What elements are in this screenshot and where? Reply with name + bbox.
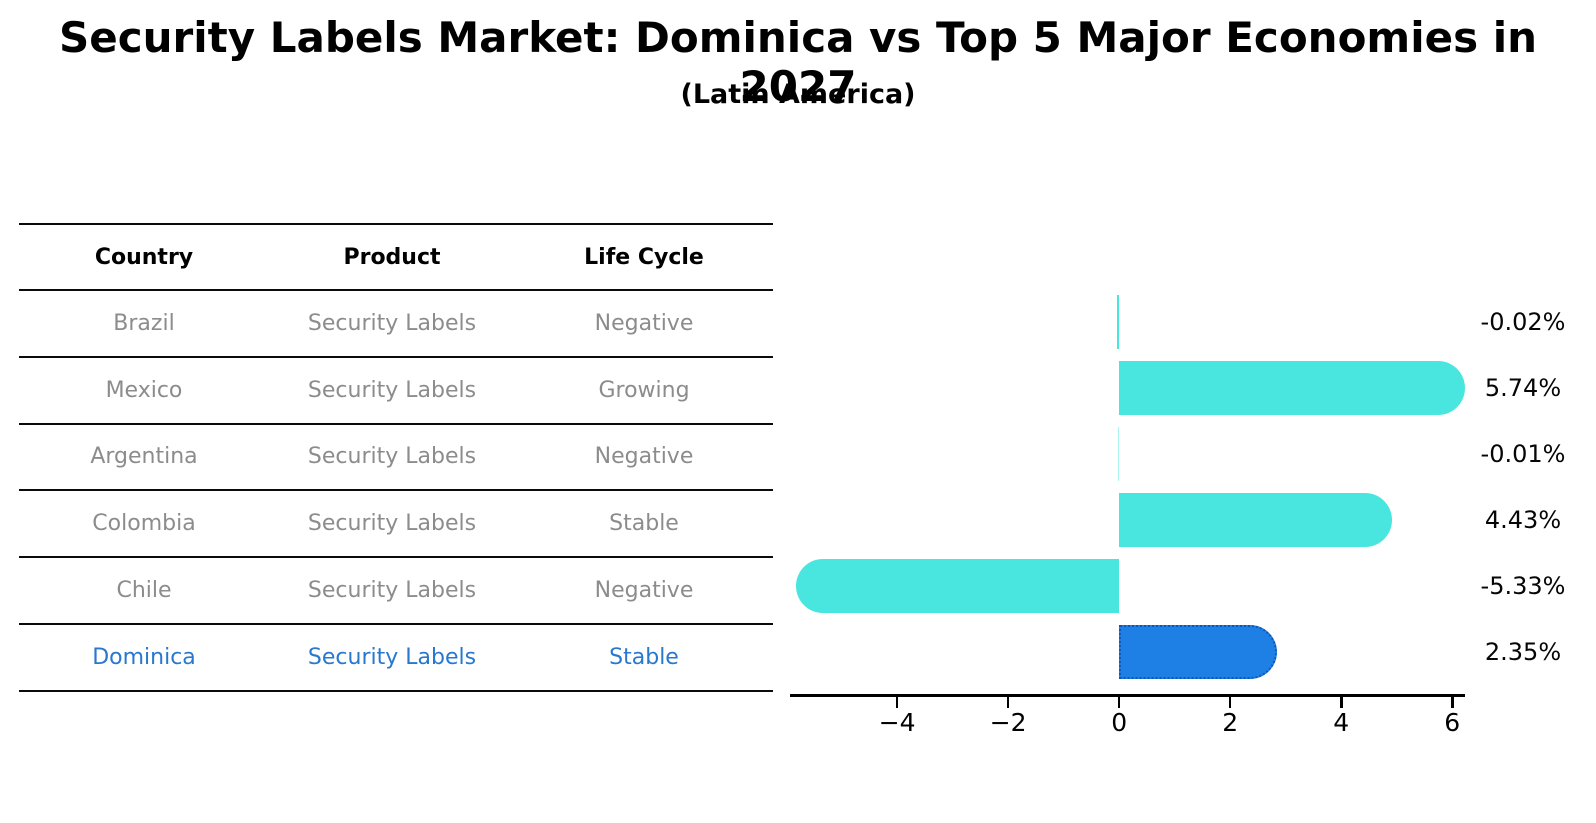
- page-subtitle: (Latin America): [680, 79, 916, 110]
- comparison-table: Country Product Life Cycle Brazil Security L…: [19, 223, 773, 692]
- table-header-row: Country Product Life Cycle: [19, 225, 773, 291]
- bar-brazil: [1117, 295, 1120, 349]
- cell-country: Argentina: [90, 444, 198, 470]
- value-label-brazil: -0.02%: [1480, 308, 1566, 336]
- cell-country: Mexico: [105, 377, 183, 403]
- x-axis-tick-label: −4: [878, 708, 916, 737]
- table-row-argentina: Argentina Security Labels Negative: [19, 425, 773, 492]
- cell-life_cycle: Growing: [598, 377, 690, 403]
- page-title: Security Labels Market: Dominica vs Top …: [59, 13, 1537, 111]
- table-header-life_cycle: Life Cycle: [584, 244, 704, 270]
- x-axis-tick: [895, 697, 899, 708]
- value-label-argentina: -0.01%: [1480, 440, 1566, 468]
- value-label-dominica: 2.35%: [1484, 638, 1562, 666]
- x-axis-line: [790, 694, 1465, 697]
- cell-country: Chile: [116, 578, 172, 604]
- x-axis-tick-label: 0: [1111, 708, 1128, 737]
- cell-country: Colombia: [92, 511, 196, 537]
- x-axis-tick-label: 6: [1444, 708, 1461, 737]
- bar-dominica: [1119, 625, 1277, 679]
- cell-life_cycle: Stable: [609, 511, 679, 537]
- table-row-colombia: Colombia Security Labels Stable: [19, 491, 773, 559]
- value-label-mexico: 5.74%: [1484, 374, 1562, 402]
- x-axis-tick: [1006, 697, 1010, 708]
- x-axis-tick-label: 4: [1333, 708, 1350, 737]
- table-row-chile: Chile Security Labels Negative: [19, 558, 773, 625]
- x-axis-tick: [1117, 697, 1121, 708]
- cell-life_cycle: Negative: [594, 578, 694, 604]
- cell-country: Dominica: [92, 644, 196, 670]
- x-axis-tick-label: 2: [1222, 708, 1239, 737]
- bar-mexico: [1119, 361, 1465, 415]
- cell-life_cycle: Negative: [594, 310, 694, 336]
- x-axis-tick: [1451, 697, 1454, 708]
- table-row-dominica: Dominica Security Labels Stable: [19, 625, 773, 692]
- table-header-country: Country: [94, 244, 194, 270]
- bar-chile: [796, 559, 1120, 613]
- bar-colombia: [1119, 493, 1393, 547]
- table-row-brazil: Brazil Security Labels Negative: [19, 291, 773, 358]
- table-header-product: Product: [343, 244, 441, 270]
- cell-product: Security Labels: [307, 644, 477, 670]
- cell-product: Security Labels: [307, 578, 477, 604]
- cell-product: Security Labels: [307, 377, 477, 403]
- cell-product: Security Labels: [307, 310, 477, 336]
- x-axis-tick-label: −2: [989, 708, 1027, 737]
- cell-country: Brazil: [113, 310, 175, 336]
- value-label-colombia: 4.43%: [1484, 506, 1562, 534]
- bar-argentina: [1118, 427, 1120, 481]
- cell-life_cycle: Negative: [594, 444, 694, 470]
- cell-life_cycle: Stable: [609, 644, 679, 670]
- x-axis-tick: [1228, 697, 1232, 708]
- x-axis-tick: [1340, 697, 1343, 708]
- cell-product: Security Labels: [307, 511, 477, 537]
- cell-product: Security Labels: [307, 444, 477, 470]
- value-label-chile: -5.33%: [1480, 572, 1566, 600]
- table-row-mexico: Mexico Security Labels Growing: [19, 358, 773, 425]
